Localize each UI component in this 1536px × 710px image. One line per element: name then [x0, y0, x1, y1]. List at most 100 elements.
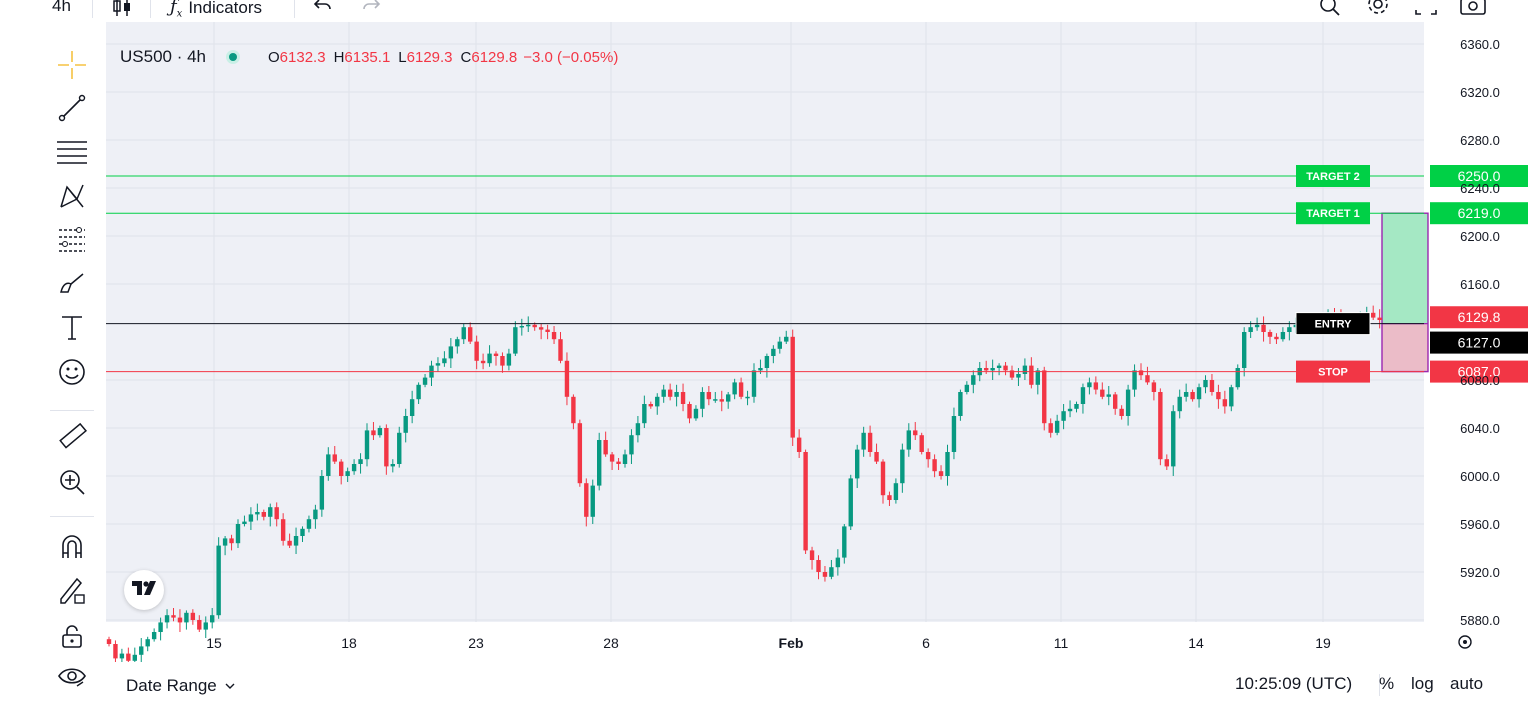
trend-line-tool[interactable]	[52, 92, 92, 128]
text-tool[interactable]	[52, 312, 92, 348]
hide-drawings-tool[interactable]	[52, 662, 92, 698]
candle-down	[984, 368, 989, 371]
candle-down	[616, 461, 621, 464]
time-axis[interactable]	[106, 622, 1424, 662]
log-scale-button[interactable]: log	[1411, 674, 1434, 693]
candle-down	[738, 382, 744, 397]
candle-up	[293, 536, 299, 546]
crosshair-tool[interactable]	[52, 49, 92, 85]
candle-up	[248, 514, 254, 522]
candle-up	[1254, 324, 1260, 328]
candle-up	[345, 471, 350, 476]
interval-button[interactable]: 4h	[52, 0, 71, 16]
snapshot-button[interactable]	[1460, 0, 1486, 16]
price-axis-label-text: 6087.0	[1458, 364, 1501, 380]
candle-up	[506, 353, 512, 366]
candle-up	[751, 370, 757, 397]
candle-down	[1119, 408, 1124, 416]
candle-up	[674, 392, 679, 397]
candle-up	[313, 509, 318, 520]
candle-up	[403, 416, 408, 433]
horizontal-lines-tool[interactable]	[52, 136, 92, 172]
candle-down	[932, 459, 937, 472]
candle-up	[1229, 387, 1234, 407]
measure-tool[interactable]	[52, 420, 92, 456]
candle-up	[513, 327, 518, 354]
price-axis-label-text: 6127.0	[1458, 335, 1501, 351]
icons-tool[interactable]	[52, 356, 92, 392]
candle-down	[558, 339, 563, 361]
drawing-toolbar	[0, 22, 106, 710]
plot-background	[106, 22, 1424, 622]
candle-up	[132, 654, 137, 661]
position-zones	[1381, 212, 1429, 373]
redo-button[interactable]	[361, 0, 381, 14]
candle-up	[1035, 370, 1040, 385]
indicators-button[interactable]: ƒx Indicators	[170, 0, 262, 20]
zoom-in-icon	[58, 468, 86, 501]
auto-scale-button[interactable]: auto	[1450, 674, 1484, 693]
magnet-tool[interactable]	[52, 530, 92, 566]
date-range-label: Date Range	[126, 676, 217, 695]
candle-down	[493, 353, 499, 356]
clock-display[interactable]: 10:25:09 (UTC)	[1235, 674, 1353, 693]
candle-up	[119, 653, 125, 659]
candle-up	[164, 615, 170, 623]
candle-up	[1203, 380, 1208, 388]
chart-type-button[interactable]	[112, 0, 132, 16]
brush-icon	[57, 270, 87, 303]
lock-icon	[60, 623, 84, 654]
zoom-tool[interactable]	[52, 466, 92, 502]
pattern-tool[interactable]	[52, 180, 92, 216]
candle-down	[1216, 392, 1221, 400]
brush-tool[interactable]	[52, 268, 92, 304]
settings-gear-icon[interactable]	[1458, 635, 1472, 649]
candle-up	[1054, 420, 1060, 433]
date-range-button[interactable]: Date Range	[126, 674, 235, 696]
level-tag-entry	[1295, 312, 1371, 336]
candle-up	[629, 435, 634, 455]
candle-down	[280, 519, 286, 541]
x-tick-label: 15	[206, 635, 222, 651]
tradingview-logo[interactable]	[124, 570, 164, 610]
quick-search-button[interactable]	[1318, 0, 1342, 16]
low-value: 6129.3	[406, 48, 453, 66]
price-chart[interactable]: TARGET 2 6250.0 TARGET 1 6219.0 ENTRY 6127.0 S…	[106, 22, 1536, 662]
candle-down	[1145, 375, 1150, 383]
undo-button[interactable]	[313, 0, 333, 14]
candle-up	[1132, 370, 1137, 390]
close-value: 6129.8	[471, 48, 518, 66]
candle-up	[442, 358, 447, 364]
candle-up	[461, 327, 466, 340]
candle-up	[364, 430, 370, 460]
candle-down	[468, 327, 473, 342]
candle-down	[1158, 392, 1163, 460]
candle-up	[409, 399, 415, 416]
fullscreen-button[interactable]	[1414, 0, 1438, 16]
high-key: H	[333, 48, 345, 66]
lock-all-tool[interactable]	[52, 620, 92, 656]
candle-down	[1042, 370, 1047, 424]
settings-button[interactable]	[1366, 0, 1390, 16]
search-icon	[1318, 0, 1342, 16]
eye-icon	[57, 666, 87, 695]
y-tick-label: 6280.0	[1460, 133, 1500, 148]
symbol-title[interactable]: US500 · 4h	[120, 47, 206, 66]
lock-drawing-tool[interactable]	[52, 574, 92, 610]
candle-down	[545, 329, 550, 332]
candle-up	[764, 356, 770, 368]
candle-down	[332, 454, 337, 462]
percent-scale-button[interactable]: %	[1379, 674, 1395, 693]
candle-up	[300, 528, 305, 536]
candle-down	[790, 336, 795, 438]
candle-down	[577, 423, 583, 484]
fib-tool[interactable]	[52, 224, 92, 260]
candle-down	[538, 327, 544, 330]
level-tag-target	[1296, 165, 1370, 187]
candle-up	[326, 454, 331, 476]
high-value: 6135.1	[344, 48, 391, 66]
candle-down	[874, 452, 879, 462]
candle-up	[268, 507, 273, 517]
candle-up	[1242, 332, 1247, 368]
x-tick-label: 28	[603, 635, 619, 651]
